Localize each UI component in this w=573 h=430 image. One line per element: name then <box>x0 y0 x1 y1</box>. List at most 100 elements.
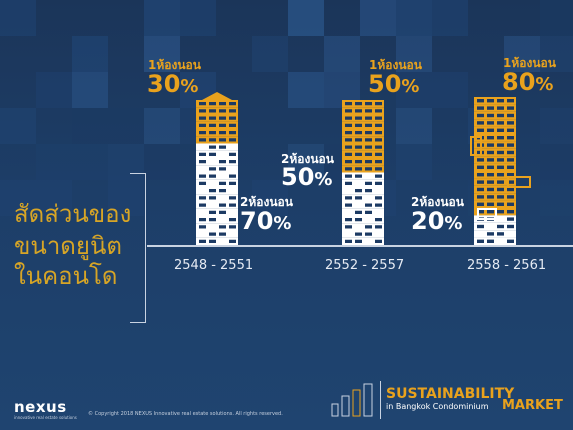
tick-label-period-1: 2548 - 2551 <box>174 258 254 273</box>
background-mosaic <box>0 0 573 216</box>
brand-market: MARKET <box>502 398 563 413</box>
bar-segment-1-bedroom <box>474 148 516 157</box>
building-window <box>209 145 216 149</box>
building-window <box>507 210 514 214</box>
mosaic-tile <box>540 108 573 144</box>
building-window <box>345 123 352 127</box>
building-window <box>507 99 514 103</box>
chart-title-line-1: สัดส่วนของ <box>14 200 132 228</box>
building-window <box>219 123 226 127</box>
building-window <box>477 195 484 199</box>
bar-segment-2-bedroom <box>196 143 238 151</box>
mosaic-tile <box>396 36 432 72</box>
building-window <box>229 174 236 178</box>
bar-segment-1-bedroom <box>196 121 238 129</box>
building-window <box>487 239 494 243</box>
building-window <box>209 189 216 193</box>
building-window <box>477 210 484 214</box>
building-window <box>219 203 226 207</box>
building-window <box>229 203 236 207</box>
bar-segment-2-bedroom <box>342 201 384 209</box>
bar-segment-2-bedroom <box>196 208 238 216</box>
building-window <box>209 138 216 142</box>
mosaic-tile <box>288 144 324 180</box>
building-window <box>345 203 352 207</box>
bar-segment-1-bedroom <box>196 136 238 144</box>
mosaic-tile <box>36 72 72 108</box>
bar-segment-2-bedroom <box>342 172 384 180</box>
mosaic-tile <box>396 108 432 144</box>
building-window <box>487 202 494 206</box>
series-1-value-period-2: 50% <box>368 70 420 98</box>
mosaic-tile <box>0 108 36 144</box>
building-window <box>497 210 504 214</box>
bar-segment-2-bedroom <box>196 223 238 231</box>
building-window <box>209 218 216 222</box>
building-window <box>497 232 504 236</box>
building-window <box>365 123 372 127</box>
building-window <box>477 158 484 162</box>
bar-segment-2-bedroom <box>196 150 238 158</box>
bar-segment-2-bedroom <box>474 222 516 231</box>
building-window <box>229 102 236 106</box>
bar-segment-2-bedroom <box>196 187 238 195</box>
building-window <box>375 109 382 113</box>
building-window <box>219 181 226 185</box>
bar-segment-1-bedroom <box>474 97 516 105</box>
building-window <box>497 128 504 132</box>
building-window <box>507 113 514 118</box>
series-2-label-period-1: 2ห้องนอน <box>240 195 293 209</box>
building-window <box>345 138 352 142</box>
building-window <box>345 174 352 178</box>
building-window <box>209 131 216 135</box>
building-window <box>497 143 504 147</box>
bar-segment-2-bedroom <box>474 230 516 238</box>
building-window <box>229 138 236 142</box>
building-window <box>355 145 362 149</box>
building-window <box>355 210 362 214</box>
mosaic-tile <box>72 72 108 108</box>
building-window <box>365 160 372 164</box>
series-2-value-period-2: 50% <box>281 163 333 191</box>
building-window <box>219 102 226 106</box>
building-window <box>507 187 514 192</box>
bar-segment-2-bedroom <box>196 237 238 245</box>
building-window <box>375 196 382 200</box>
building-window <box>375 152 382 156</box>
building-window <box>487 165 494 169</box>
mosaic-tile <box>0 0 36 36</box>
mini-buildings-icon <box>331 383 373 417</box>
building-window <box>497 224 504 229</box>
building-window <box>345 131 352 135</box>
building-roof <box>202 92 232 100</box>
mosaic-tile <box>540 180 573 216</box>
mosaic-tile <box>108 180 144 216</box>
building-window <box>219 131 226 135</box>
building-window <box>355 218 362 222</box>
tick-label-period-3: 2558 - 2561 <box>467 258 547 273</box>
building-window <box>219 210 226 214</box>
mosaic-tile <box>108 108 144 144</box>
building-window <box>219 160 226 164</box>
building-window <box>497 180 504 184</box>
building-window <box>209 123 216 127</box>
building-window <box>497 150 504 155</box>
building-window <box>345 239 352 243</box>
building-window <box>375 181 382 185</box>
mosaic-tile <box>0 180 36 216</box>
mosaic-tile <box>180 0 216 36</box>
building-window <box>477 113 484 118</box>
building-window <box>487 195 494 199</box>
building-window <box>477 99 484 103</box>
building-window <box>365 152 372 156</box>
building-window <box>345 102 352 106</box>
copyright-text: © Copyright 2018 NEXUS Innovative real e… <box>88 411 283 417</box>
building-window <box>199 152 206 156</box>
tick-label-period-2: 2552 - 2557 <box>325 258 405 273</box>
mosaic-tile <box>72 144 108 180</box>
building-window <box>345 116 352 120</box>
building-window <box>365 131 372 135</box>
building-window <box>365 203 372 207</box>
bar-segment-2-bedroom <box>342 179 384 187</box>
building-window <box>497 165 504 169</box>
